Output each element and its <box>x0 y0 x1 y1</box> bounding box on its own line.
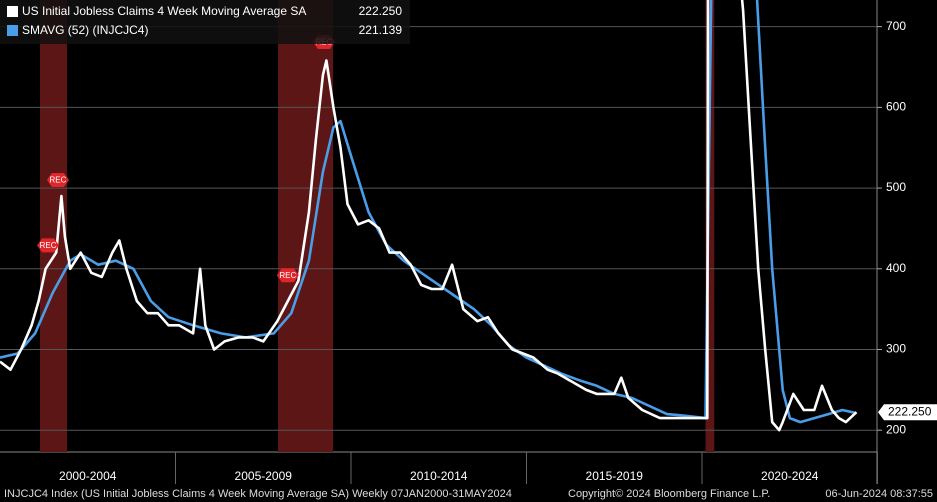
y-tick-label: 600 <box>886 100 906 114</box>
y-tick-label: 400 <box>886 261 906 275</box>
x-band-label: 2005-2009 <box>235 469 293 483</box>
last-value-label: 222.250 <box>888 404 932 418</box>
overlay: 200 300 400 500 600 700 2000-2004 2005-2009 2010… <box>0 0 937 484</box>
legend-swatch <box>7 25 18 36</box>
x-band-label: 2020-2024 <box>761 469 819 483</box>
rec-label: REC <box>40 241 57 250</box>
y-tick-label: 200 <box>886 422 906 436</box>
legend-name: SMAVG (52) (INJCJC4) <box>22 23 148 37</box>
x-band-label: 2010-2014 <box>410 469 468 483</box>
recession-band <box>40 0 68 452</box>
plot-lines <box>0 0 858 432</box>
series-line <box>0 0 857 424</box>
legend-value: 222.250 <box>359 4 403 18</box>
footer-center: Copyright© 2024 Bloomberg Finance L.P. <box>568 488 770 500</box>
footer-left: INJCJC4 Index (US Initial Jobless Claims… <box>4 488 512 500</box>
y-tick-label: 500 <box>886 180 906 194</box>
legend-swatch <box>7 6 18 17</box>
last-value-box <box>878 404 937 421</box>
recession-band <box>705 0 715 452</box>
legend-value: 221.139 <box>359 23 403 37</box>
series-line <box>0 0 858 432</box>
rec-label: REC <box>279 271 296 280</box>
x-strip <box>0 452 877 484</box>
rec-marker <box>276 268 299 283</box>
y-tick-label: 700 <box>886 19 906 33</box>
rec-label: REC <box>49 176 66 185</box>
legend-box <box>0 0 410 44</box>
legend-name: US Initial Jobless Claims 4 Week Moving … <box>22 4 306 18</box>
footer-right: 06-Jun-2024 08:37:55 <box>825 488 933 500</box>
x-band-label: 2000-2004 <box>59 469 117 483</box>
rec-marker <box>46 172 69 187</box>
y-tick-label: 300 <box>886 342 906 356</box>
x-band-label: 2015-2019 <box>586 469 644 483</box>
rec-marker <box>37 238 60 253</box>
